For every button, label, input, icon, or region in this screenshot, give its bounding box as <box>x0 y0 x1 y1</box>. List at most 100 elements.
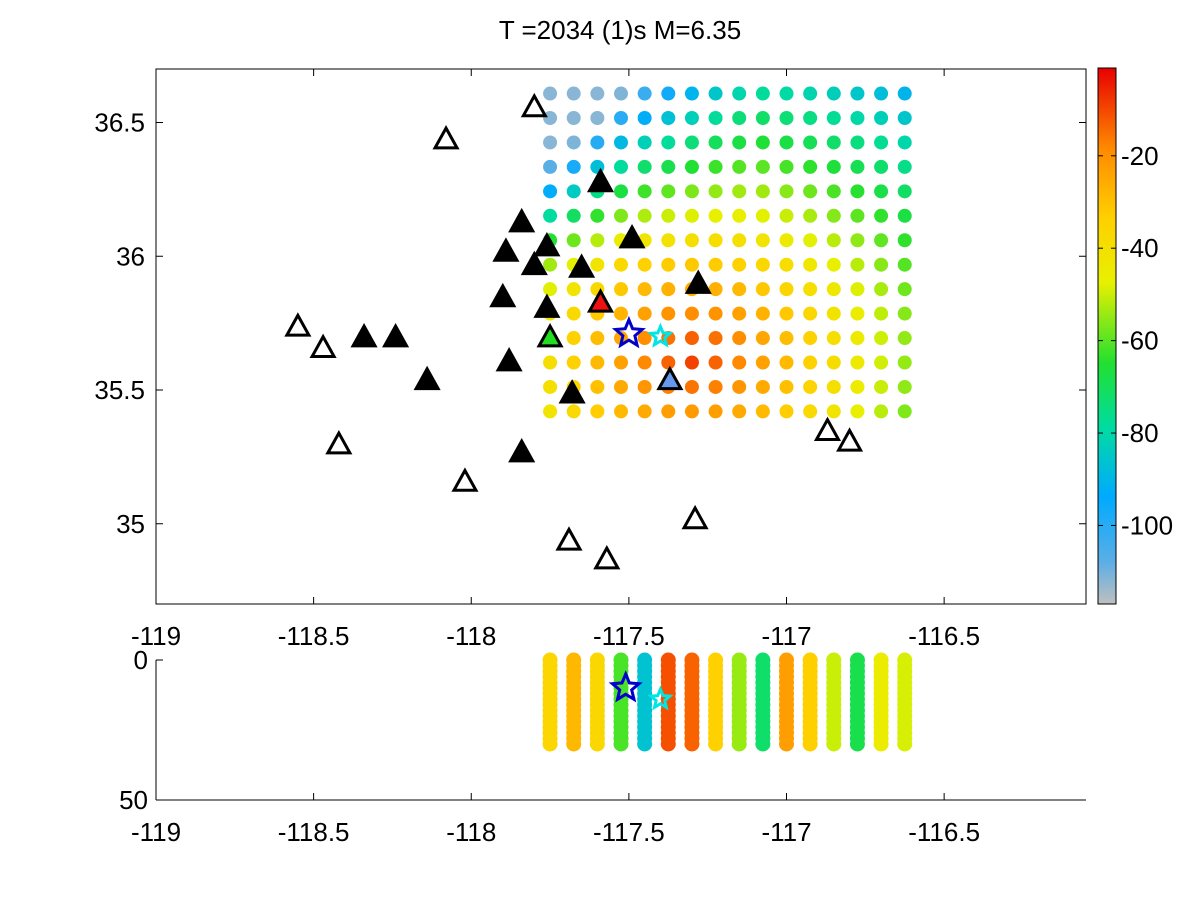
grid-point <box>590 111 605 126</box>
grid-point <box>803 159 818 174</box>
grid-point <box>803 208 818 223</box>
grid-point <box>803 111 818 126</box>
depth-ticks: -119 -118.5 -118 -117.5 -117 -116.5 0 50 <box>119 645 980 847</box>
grid-point <box>850 379 865 394</box>
section-point <box>826 736 842 752</box>
grid-point <box>826 355 841 370</box>
grid-point <box>755 111 770 126</box>
section-point <box>779 736 795 752</box>
grid-point <box>732 379 747 394</box>
grid-point <box>543 257 558 272</box>
grid-point <box>779 111 794 126</box>
station-open-icon <box>309 333 337 359</box>
map-grid-points <box>543 86 912 419</box>
grid-point <box>684 379 699 394</box>
grid-point <box>661 355 676 370</box>
grid-point <box>590 86 605 101</box>
grid-point <box>897 135 912 150</box>
epicenter-star-icon <box>647 685 674 711</box>
grid-point <box>755 159 770 174</box>
station-filled-icon <box>618 223 646 249</box>
grid-point <box>543 404 558 419</box>
section-point <box>731 736 747 752</box>
grid-point <box>826 184 841 199</box>
grid-point <box>779 208 794 223</box>
grid-point <box>779 135 794 150</box>
grid-point <box>732 282 747 297</box>
grid-point <box>803 404 818 419</box>
grid-point <box>637 184 652 199</box>
section-point <box>637 736 653 752</box>
grid-point <box>897 86 912 101</box>
grid-point <box>590 331 605 346</box>
section-point <box>660 736 676 752</box>
grid-point <box>684 86 699 101</box>
grid-point <box>874 331 889 346</box>
grid-point <box>826 135 841 150</box>
grid-point <box>566 86 581 101</box>
grid-point <box>826 233 841 248</box>
grid-point <box>874 355 889 370</box>
station-open-icon <box>284 312 312 337</box>
grid-point <box>897 331 912 346</box>
epicenter-star-icon <box>647 322 674 348</box>
grid-point <box>874 282 889 297</box>
grid-point <box>614 404 628 419</box>
grid-point <box>897 282 912 297</box>
grid-point <box>590 208 605 223</box>
grid-point <box>850 184 865 199</box>
grid-point <box>779 331 794 346</box>
x-tick-label: -119 <box>131 621 181 651</box>
grid-point <box>566 111 581 126</box>
section-point <box>897 736 913 752</box>
grid-point <box>661 282 676 297</box>
grid-point <box>566 355 581 370</box>
grid-point <box>708 208 723 223</box>
station-filled-icon <box>586 288 615 313</box>
grid-point <box>874 379 889 394</box>
map-panel: -119 -118.5 -118 -117.5 -117 -116.5 35 35.5 36 36… <box>94 68 1087 651</box>
grid-point <box>732 257 747 272</box>
grid-point <box>708 379 723 394</box>
grid-point <box>803 331 818 346</box>
grid-point <box>661 404 676 419</box>
grid-point <box>897 208 912 223</box>
grid-point <box>803 233 818 248</box>
grid-point <box>637 379 652 394</box>
grid-point <box>661 306 676 321</box>
grid-point <box>874 233 889 248</box>
grid-point <box>708 282 723 297</box>
grid-point <box>543 135 558 150</box>
x-tick-label: -118.5 <box>278 817 350 847</box>
y-tick-label: 35 <box>116 509 145 539</box>
grid-point <box>566 135 581 150</box>
grid-point <box>661 257 676 272</box>
section-point <box>802 736 818 752</box>
station-filled-icon <box>656 365 684 391</box>
grid-point <box>708 331 723 346</box>
grid-point <box>755 355 770 370</box>
grid-point <box>732 331 747 346</box>
grid-point <box>566 208 581 223</box>
grid-point <box>897 233 912 248</box>
grid-point <box>614 257 628 272</box>
grid-point <box>614 184 628 199</box>
grid-point <box>661 184 676 199</box>
grid-point <box>543 379 558 394</box>
grid-point <box>874 135 889 150</box>
grid-point <box>732 233 747 248</box>
grid-point <box>732 184 747 199</box>
grid-point <box>732 404 747 419</box>
x-tick-label: -116.5 <box>908 621 980 651</box>
section-point <box>542 736 558 752</box>
grid-point <box>897 184 912 199</box>
station-filled-icon <box>495 347 523 372</box>
grid-point <box>803 135 818 150</box>
grid-point <box>684 208 699 223</box>
grid-point <box>590 233 605 248</box>
colorbar-gradient <box>1097 67 1117 605</box>
grid-point <box>684 111 699 126</box>
grid-point <box>897 379 912 394</box>
x-tick-label: -116.5 <box>908 817 980 847</box>
depth-section-points <box>542 652 913 752</box>
